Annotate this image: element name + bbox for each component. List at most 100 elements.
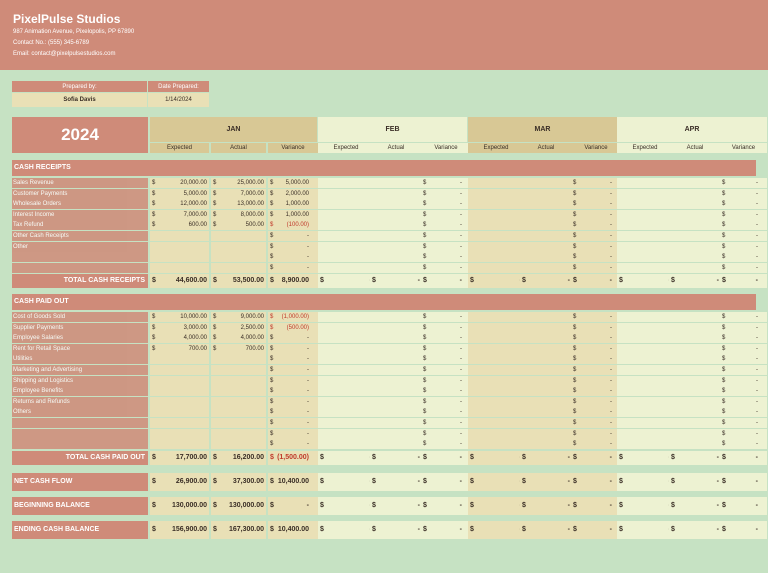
paid-cell[interactable] <box>669 312 721 322</box>
paid-cell[interactable] <box>370 375 422 386</box>
paid-cell[interactable] <box>617 386 673 397</box>
prepared-by-value[interactable]: Sofia Davis <box>12 93 147 107</box>
paid-cell[interactable]: $ - <box>421 396 471 407</box>
paid-cell[interactable] <box>669 354 721 365</box>
receipts-cell[interactable]: $ - <box>720 199 767 210</box>
paid-cell[interactable] <box>520 375 572 386</box>
receipts-cell[interactable] <box>669 241 721 252</box>
paid-cell[interactable] <box>468 418 524 428</box>
paid-cell[interactable]: $ - <box>720 439 767 450</box>
receipts-cell[interactable] <box>318 199 374 210</box>
paid-cell[interactable] <box>669 428 721 439</box>
paid-cell[interactable] <box>150 396 209 407</box>
receipts-cell[interactable] <box>370 199 422 210</box>
paid-cell[interactable]: $ - <box>571 428 621 439</box>
receipts-cell[interactable]: $500.00 <box>211 220 266 231</box>
paid-cell[interactable]: $ - <box>720 375 767 386</box>
receipts-cell[interactable] <box>520 209 572 220</box>
date-prepared-value[interactable]: 1/14/2024 <box>148 93 209 107</box>
receipts-cell[interactable]: $ - <box>720 231 767 241</box>
receipts-cell[interactable] <box>150 231 209 241</box>
paid-cell[interactable] <box>617 428 673 439</box>
paid-cell[interactable] <box>468 333 524 344</box>
receipts-cell[interactable]: $2,000.00 <box>268 188 318 199</box>
receipts-cell[interactable]: $20,000.00 <box>150 178 209 188</box>
paid-cell[interactable]: $ - <box>421 439 471 450</box>
paid-cell[interactable]: $ - <box>268 375 318 386</box>
receipts-cell[interactable]: $ - <box>571 209 621 220</box>
paid-cell[interactable]: $ - <box>571 333 621 344</box>
receipts-cell[interactable] <box>211 231 266 241</box>
paid-cell[interactable] <box>318 396 374 407</box>
paid-cell[interactable]: $4,000.00 <box>211 333 266 344</box>
receipts-cell[interactable] <box>617 231 673 241</box>
paid-cell[interactable] <box>520 439 572 450</box>
paid-cell[interactable]: $ - <box>421 375 471 386</box>
paid-cell[interactable] <box>468 312 524 322</box>
receipts-cell[interactable] <box>318 220 374 231</box>
paid-cell[interactable] <box>370 396 422 407</box>
receipts-cell[interactable] <box>520 231 572 241</box>
receipts-cell[interactable] <box>669 252 721 263</box>
receipts-cell[interactable] <box>617 262 673 273</box>
receipts-cell[interactable]: $7,000.00 <box>211 188 266 199</box>
paid-cell[interactable]: $ - <box>268 396 318 407</box>
receipts-cell[interactable] <box>370 209 422 220</box>
receipts-cell[interactable] <box>468 252 524 263</box>
paid-cell[interactable]: $ - <box>421 428 471 439</box>
paid-cell[interactable]: $700.00 <box>211 343 266 354</box>
paid-cell[interactable] <box>520 322 572 333</box>
receipts-cell[interactable]: $ - <box>720 178 767 188</box>
receipts-cell[interactable] <box>669 209 721 220</box>
paid-cell[interactable]: $ - <box>421 365 471 375</box>
paid-cell[interactable]: $ - <box>268 439 318 450</box>
receipts-cell[interactable]: $ - <box>268 262 318 273</box>
receipts-cell[interactable] <box>318 178 374 188</box>
paid-cell[interactable]: $ - <box>421 418 471 428</box>
paid-cell[interactable] <box>468 386 524 397</box>
receipts-cell[interactable]: $ - <box>720 188 767 199</box>
receipts-cell[interactable] <box>669 199 721 210</box>
paid-cell[interactable] <box>211 396 266 407</box>
paid-cell[interactable]: $ - <box>268 333 318 344</box>
receipts-cell[interactable]: $ - <box>571 199 621 210</box>
paid-cell[interactable]: $ - <box>720 396 767 407</box>
receipts-cell[interactable] <box>370 231 422 241</box>
receipts-cell[interactable]: $ - <box>571 178 621 188</box>
paid-cell[interactable] <box>318 365 374 375</box>
paid-cell[interactable]: $ - <box>571 312 621 322</box>
paid-cell[interactable] <box>669 407 721 418</box>
paid-cell[interactable] <box>370 386 422 397</box>
paid-cell[interactable] <box>370 365 422 375</box>
receipts-cell[interactable] <box>150 241 209 252</box>
paid-cell[interactable] <box>318 333 374 344</box>
receipts-cell[interactable] <box>669 178 721 188</box>
paid-cell[interactable] <box>370 354 422 365</box>
paid-cell[interactable] <box>617 375 673 386</box>
receipts-cell[interactable] <box>370 178 422 188</box>
receipts-cell[interactable]: $ - <box>421 199 471 210</box>
paid-cell[interactable]: $4,000.00 <box>150 333 209 344</box>
paid-cell[interactable] <box>468 407 524 418</box>
paid-cell[interactable] <box>669 439 721 450</box>
receipts-cell[interactable] <box>468 209 524 220</box>
receipts-cell[interactable] <box>617 178 673 188</box>
receipts-cell[interactable] <box>520 220 572 231</box>
paid-cell[interactable] <box>468 343 524 354</box>
receipts-cell[interactable]: $ - <box>571 241 621 252</box>
receipts-cell[interactable] <box>370 241 422 252</box>
paid-cell[interactable]: $ - <box>571 386 621 397</box>
paid-cell[interactable]: $ - <box>421 312 471 322</box>
receipts-cell[interactable]: $600.00 <box>150 220 209 231</box>
receipts-cell[interactable]: $5,000.00 <box>150 188 209 199</box>
receipts-cell[interactable]: $ - <box>720 220 767 231</box>
receipts-cell[interactable]: $ - <box>571 188 621 199</box>
paid-cell[interactable] <box>669 365 721 375</box>
receipts-cell[interactable] <box>617 252 673 263</box>
paid-cell[interactable] <box>520 407 572 418</box>
paid-cell[interactable] <box>211 354 266 365</box>
paid-cell[interactable]: $ - <box>571 396 621 407</box>
paid-cell[interactable]: $ - <box>571 343 621 354</box>
paid-cell[interactable] <box>520 333 572 344</box>
receipts-cell[interactable] <box>318 252 374 263</box>
